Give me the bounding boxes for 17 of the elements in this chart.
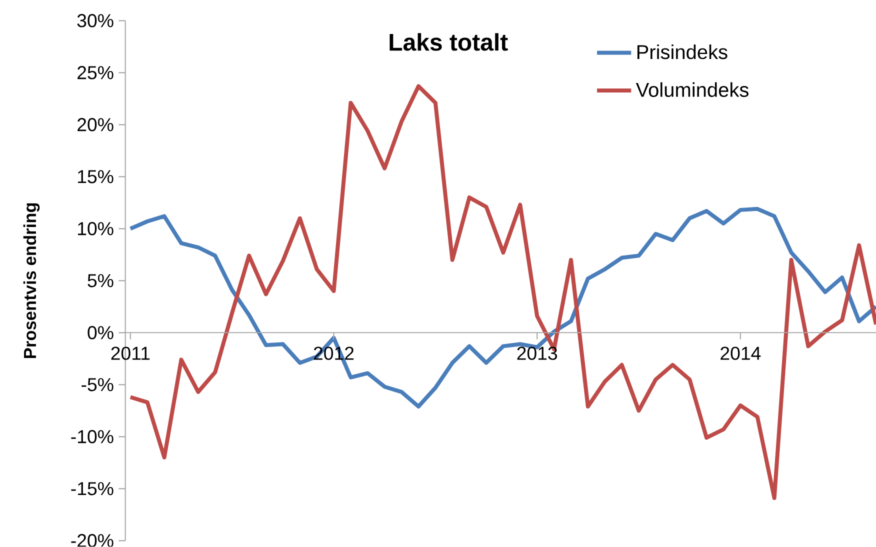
x-tick-label: 2013	[517, 346, 558, 360]
y-tick-label: 30%	[77, 14, 114, 28]
chart-title: Laks totalt	[390, 33, 508, 51]
y-tick-label: 0%	[88, 326, 114, 340]
y-tick-label: 5%	[88, 274, 114, 288]
y-tick-label: -5%	[82, 378, 114, 392]
y-tick-label: 20%	[78, 118, 114, 132]
y-tick-label: 25%	[78, 66, 114, 80]
y-tick-label: 15%	[78, 170, 114, 184]
y-axis-title: Prosentvis endring	[23, 204, 40, 358]
y-tick-label: -10%	[71, 430, 114, 444]
y-tick-label: 10%	[78, 222, 114, 236]
legend-label: Volumindeks	[636, 82, 748, 98]
x-tick-label: 2014	[720, 346, 761, 360]
y-tick-label: -15%	[71, 482, 114, 496]
legend-label: Prisindeks	[637, 44, 728, 60]
x-tick-label: 2011	[111, 346, 150, 360]
